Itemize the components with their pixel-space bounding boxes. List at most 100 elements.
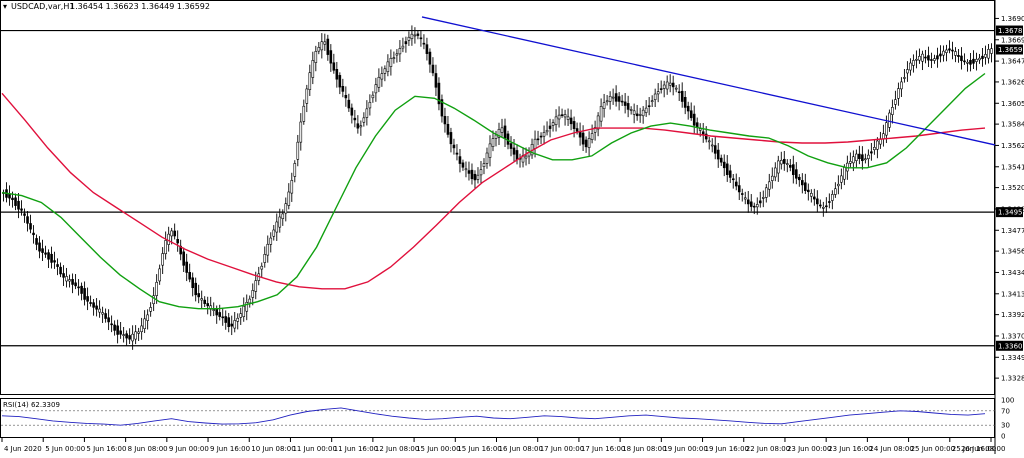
candle-body xyxy=(356,123,360,129)
candle-body xyxy=(716,149,720,160)
candle-body xyxy=(152,295,155,305)
candle-body xyxy=(164,240,167,255)
candle-body xyxy=(903,77,906,79)
candle-body xyxy=(782,158,786,164)
candle-body xyxy=(888,112,891,128)
candle-body xyxy=(407,36,411,41)
candle-body xyxy=(545,129,549,133)
candle-body xyxy=(948,48,951,51)
candle-body xyxy=(371,94,375,99)
candle-body xyxy=(662,84,666,89)
candle-body xyxy=(68,279,71,282)
candle-body xyxy=(464,168,468,171)
candle-body xyxy=(461,162,465,168)
candle-body xyxy=(167,233,170,245)
candle-body xyxy=(710,144,714,147)
candle-body xyxy=(575,128,579,132)
y-tick-label: 1.33920 xyxy=(1001,311,1024,319)
candle-body xyxy=(212,309,216,311)
price-badges: 1.36783 1.34953 1.33606 1.36592 xyxy=(996,25,1024,351)
support-line-badge-label: 1.34953 xyxy=(998,209,1024,217)
candle-body xyxy=(536,138,540,141)
candle-body xyxy=(731,178,735,181)
candle-body xyxy=(966,61,969,64)
candle-body xyxy=(779,160,783,165)
candle-body xyxy=(476,174,480,180)
candle-body xyxy=(197,293,200,298)
y-tick-label: 1.36265 xyxy=(1001,78,1024,86)
candle-body xyxy=(59,266,62,275)
candle-body xyxy=(584,139,588,148)
candle-body xyxy=(128,335,131,340)
candle-body xyxy=(704,133,708,140)
candle-body xyxy=(611,96,615,99)
candle-body xyxy=(761,197,765,199)
candle-body xyxy=(77,286,80,289)
candle-body xyxy=(467,170,471,174)
ohlc-readout: 1.36454 1.36623 1.36449 1.36592 xyxy=(70,2,210,11)
y-tick-label: 1.34130 xyxy=(1001,290,1024,298)
y-tick-label: 1.35840 xyxy=(1001,121,1024,129)
y-tick-label: 1.36475 xyxy=(1001,58,1024,66)
candle-body xyxy=(707,140,711,143)
descending-trendline[interactable] xyxy=(421,16,996,146)
candle-body xyxy=(743,197,747,200)
candle-body xyxy=(338,75,342,88)
candle-body xyxy=(686,105,690,112)
candle-body xyxy=(650,100,654,103)
candle-body xyxy=(86,296,89,302)
candle-body xyxy=(773,167,777,178)
candle-body xyxy=(80,285,83,294)
candle-body xyxy=(990,48,993,54)
candle-body xyxy=(930,59,933,61)
candle-body xyxy=(53,260,56,263)
candle-body xyxy=(428,51,432,65)
candle-body xyxy=(323,41,327,45)
last-price-badge-label: 1.36592 xyxy=(998,46,1024,54)
symbol-dropdown-icon[interactable]: ▾ xyxy=(3,2,7,11)
candle-body xyxy=(275,221,279,233)
candle-body xyxy=(677,91,681,94)
candle-body xyxy=(200,298,204,301)
price-axis: 1.36905 1.36690 1.36475 1.36265 1.36050 1.358… xyxy=(995,15,1024,383)
time-axis: 4 Jun 2020 5 Jun 00:00 5 Jun 16:00 8 Jun 08… xyxy=(1,438,1005,453)
candle-body xyxy=(341,86,345,92)
x-tick-label: 15 Jun 16:00 xyxy=(457,445,501,453)
candle-body xyxy=(906,69,909,74)
candle-body xyxy=(92,302,95,308)
candle-body xyxy=(524,155,528,159)
candle-body xyxy=(837,183,840,187)
candle-body xyxy=(719,157,723,163)
rsi-line xyxy=(1,407,986,426)
candle-body xyxy=(701,131,705,135)
candle-body xyxy=(56,264,59,267)
candle-body xyxy=(683,97,687,108)
candlesticks xyxy=(2,25,993,350)
candle-body xyxy=(11,197,14,201)
candle-body xyxy=(764,187,768,198)
candle-body xyxy=(876,140,879,150)
candle-body xyxy=(230,323,234,327)
candle-body xyxy=(101,312,104,315)
candle-body xyxy=(290,180,294,194)
candle-body xyxy=(320,41,324,51)
candle-body xyxy=(770,175,774,181)
candle-body xyxy=(392,57,396,59)
candle-body xyxy=(143,318,146,329)
candle-body xyxy=(740,193,744,195)
candle-body xyxy=(503,125,507,139)
x-tick-label: 19 Jun 16:00 xyxy=(705,445,749,453)
candle-body xyxy=(206,303,210,307)
candle-body xyxy=(755,204,759,208)
candle-body xyxy=(653,93,657,100)
candle-body xyxy=(194,282,197,296)
candle-body xyxy=(182,251,185,266)
candle-body xyxy=(479,169,483,176)
candle-body xyxy=(155,281,158,296)
candle-body xyxy=(605,100,609,103)
candle-body xyxy=(659,88,663,90)
candle-body xyxy=(680,90,684,102)
candle-body xyxy=(776,160,780,174)
candle-body xyxy=(509,143,513,149)
